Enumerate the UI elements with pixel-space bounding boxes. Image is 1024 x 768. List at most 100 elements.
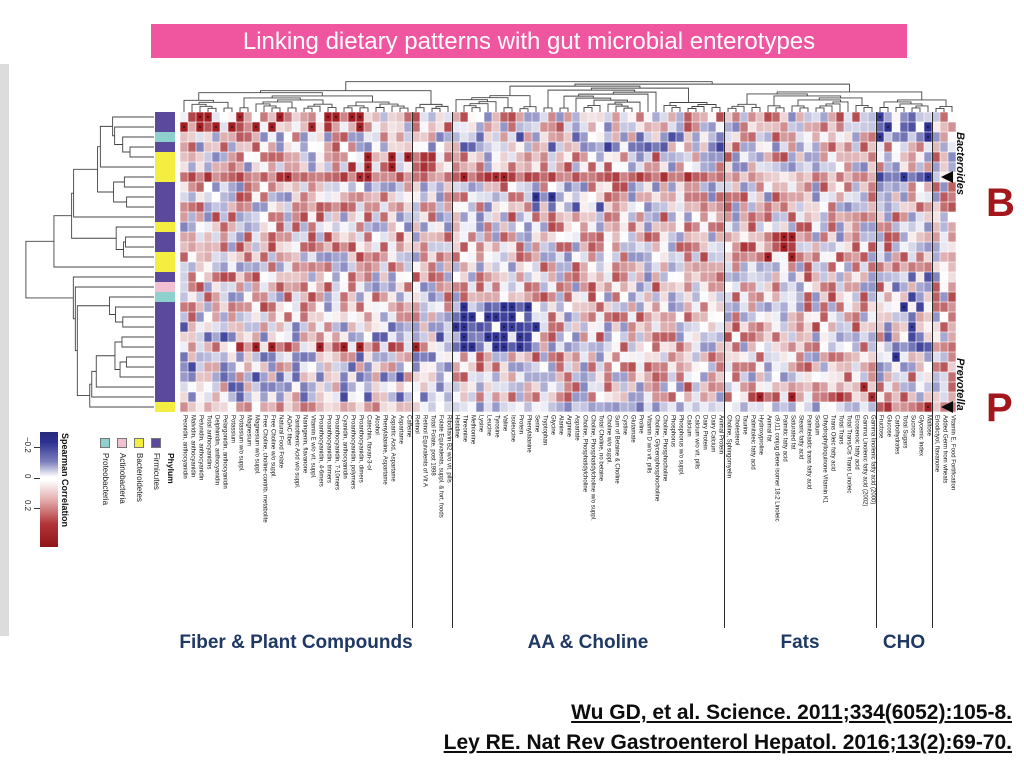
phylum-bar-segment xyxy=(155,152,175,162)
prevotella-arrow-icon xyxy=(941,401,953,413)
column-label: Choline, Glycerophosphocholine xyxy=(653,415,660,502)
phylum-bar-segment xyxy=(155,372,175,382)
phylum-bar-segment xyxy=(155,202,175,212)
column-label: Proanthocyanidin, dimers xyxy=(357,415,364,483)
column-label: Phosphorus w/o suppl. xyxy=(677,415,684,476)
citation-link[interactable]: Ley RE. Nat Rev Gastroenterol Hepatol. 2… xyxy=(443,731,1012,754)
column-label: Dihydrophylloquinone Vitamin K1 xyxy=(821,415,828,504)
column-label: Saturated fat xyxy=(789,415,796,450)
phylum-bar-segment xyxy=(155,122,175,132)
phylum-bar-segment xyxy=(155,392,175,402)
column-label: Alanine xyxy=(557,415,564,436)
column-label: Aspartic Acid, Aspartame xyxy=(389,415,396,482)
column-label: AOAC fiber xyxy=(285,415,292,446)
column-label: Alcohol xyxy=(373,415,380,435)
column-label: Serine xyxy=(533,415,540,433)
column-label: Threonine xyxy=(461,415,468,443)
title-banner: Linking dietary patterns with gut microb… xyxy=(151,24,907,58)
phylum-chip-label: Actinobacteria xyxy=(118,453,127,504)
group-label-cho: CHO xyxy=(882,632,926,653)
column-label: Proline xyxy=(637,415,644,434)
colorbar-tick-label: 0.2 xyxy=(23,500,32,512)
group-divider-line xyxy=(412,112,413,628)
column-label: Fructose xyxy=(877,415,884,439)
column-label: Total Sugars xyxy=(901,415,908,449)
phylum-chip-firmicutes xyxy=(151,438,161,448)
citations: Wu GD, et al. Science. 2011;334(6052):10… xyxy=(444,698,1012,758)
column-label: Proanthocyanidin, polymers xyxy=(349,415,356,490)
column-label: Caffeine xyxy=(405,415,412,438)
column-label: Cyanidin, anthocyanidin xyxy=(341,415,348,479)
column-label: Free Choline, choline-contrib. metabolit… xyxy=(261,415,268,523)
phylum-bar-segment xyxy=(155,252,175,262)
column-label: Phenylalanine xyxy=(525,415,532,453)
column-label: Pelargonidin, anthocyanidin xyxy=(221,415,228,489)
column-label: Arginine xyxy=(565,415,572,438)
column-label: Taurine xyxy=(741,415,748,435)
column-label: Dairy Protein xyxy=(701,415,708,450)
column-label: Choline, Phosphatidylcholine w/o suppl. xyxy=(589,415,596,521)
phylum-bar-segment xyxy=(155,182,175,192)
column-label: Choline, Phosphocholine xyxy=(661,415,668,482)
column-label: Gamma linolenic fatty acid (2000) xyxy=(869,415,876,505)
column-label: Magnesium w/o suppl. xyxy=(253,415,260,475)
phylum-bar-segment xyxy=(155,242,175,252)
column-label: Eriodictyol, flavanone xyxy=(933,415,940,473)
column-label: Petunidin, anthocyanidin xyxy=(197,415,204,481)
column-label: Proanthocyanidin, trimers xyxy=(325,415,332,484)
column-label: Isoleucine xyxy=(509,415,516,443)
column-label: Calcium w/o vit. pills xyxy=(693,415,700,470)
spearman-colorbar xyxy=(40,432,58,547)
citation-link[interactable]: Wu GD, et al. Science. 2011;334(6052):10… xyxy=(571,701,1012,724)
phylum-chip-label: Proteobacteria xyxy=(101,453,110,506)
phylum-bar-segment xyxy=(155,222,175,232)
column-label: Catechin, flavan-3-ol xyxy=(365,415,372,471)
phylum-chip-label: Bacteroidetes xyxy=(135,453,144,502)
column-label: Eicosenoic fatty acid xyxy=(853,415,860,470)
column-label: Magnesium xyxy=(245,415,252,447)
column-label: Malvidin, anthocyanidin xyxy=(189,415,196,478)
column-label: Choline, Sphingomyelin xyxy=(725,415,732,479)
group-divider-line xyxy=(876,112,877,628)
column-label: Sodium xyxy=(813,415,820,436)
column-label: Cholesterol xyxy=(733,415,740,446)
phylum-chip-proteobacteria xyxy=(100,438,110,448)
phylum-bar-segment xyxy=(155,192,175,202)
bacteroides-arrow-icon xyxy=(941,171,953,183)
column-label: Carbohydrates xyxy=(893,415,900,455)
column-label: Total anthocyanidins xyxy=(205,415,212,470)
phylum-bar-segment xyxy=(155,322,175,332)
group-label-fats: Fats xyxy=(780,632,820,653)
phylum-bar-segment xyxy=(155,232,175,242)
column-label: Histidine xyxy=(453,415,460,439)
column-label: Maltose xyxy=(925,415,932,437)
group-label-aa: AA & Choline xyxy=(527,632,649,653)
column-label: Natural Food Folate xyxy=(277,415,284,469)
group-divider-line xyxy=(452,112,453,628)
column-label: Total Choline, no betaine xyxy=(597,415,604,482)
colorbar-tick xyxy=(34,508,40,509)
enterotype-b-letter: B xyxy=(986,181,1015,225)
column-label: Animal fat xyxy=(765,415,772,442)
column-label: Total Trans xyxy=(837,415,844,445)
phylum-chip-label: Firmicutes xyxy=(152,453,161,490)
colorbar-tick-label: 0 xyxy=(23,474,32,479)
column-label: Leucine xyxy=(485,415,492,437)
column-label: Riboflavin B2 w/o vit. pills xyxy=(445,415,452,483)
column-label: Naringenin, flavanone xyxy=(301,415,308,474)
column-label: Cystine xyxy=(621,415,628,436)
column-label: Proanthocyanidin, 4-6mers xyxy=(317,415,324,487)
column-label: c9,t11 conjug diene isomer 18:2 Linoleic xyxy=(773,415,780,522)
column-label: Sum of Betaine & Choline xyxy=(613,415,620,484)
column-label: Peonidin, anthocyanidin xyxy=(181,415,188,479)
column-label: Hydroxyproline xyxy=(757,415,764,456)
column-label: Vitamin D w/o vit. pills xyxy=(645,415,652,474)
phylum-bar-segment xyxy=(155,302,175,312)
phylum-bar-segment xyxy=(155,382,175,392)
phylum-bar-segment xyxy=(155,292,175,302)
column-label: Retinol Equivalents of Vit A xyxy=(421,415,428,487)
column-label: Palmitic fatty acid xyxy=(781,415,788,462)
column-label: Phosphorus xyxy=(669,415,676,448)
column-label: Choline, Phosphatidylcholine xyxy=(581,415,588,493)
